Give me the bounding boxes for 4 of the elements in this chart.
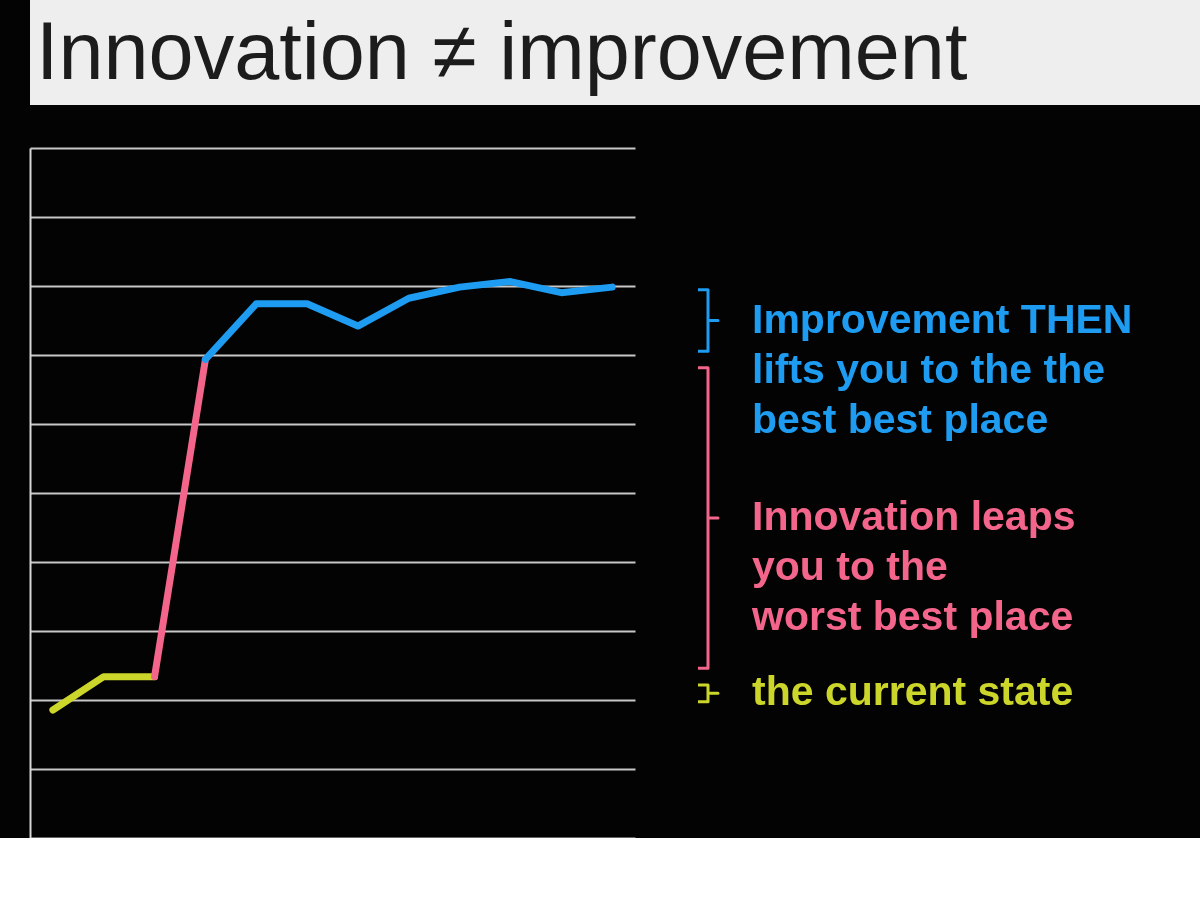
- legend-label: the current state: [752, 668, 1074, 715]
- legend-label: Improvement THEN lifts you to the the best best place: [752, 295, 1133, 442]
- chart-title: Innovation ≠ improvement: [36, 5, 968, 96]
- text: Innovation leaps you to the worst best place: [751, 493, 1076, 640]
